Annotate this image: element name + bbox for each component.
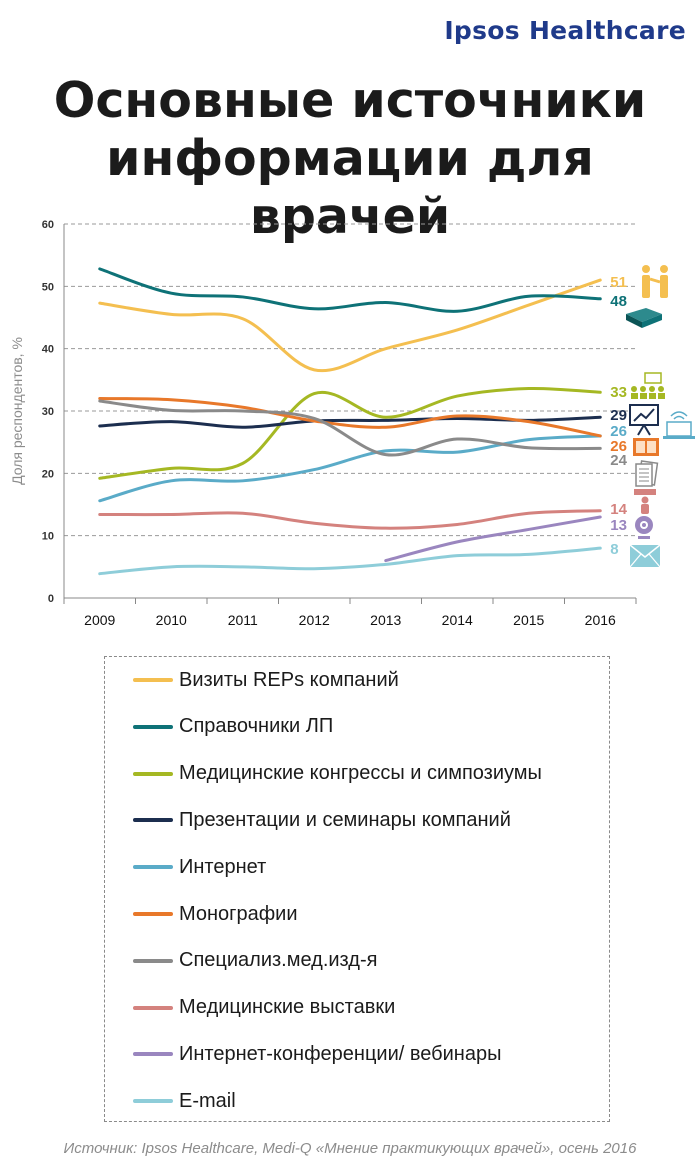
presentation-icon [629,404,659,436]
y-axis-title: Доля респондентов, % [9,337,25,485]
end-value-label: 29 [610,407,627,424]
page-title: Основные источники информации для врачей [0,72,700,246]
end-value-label: 13 [610,517,627,534]
brand-logo: Ipsos Healthcare [444,16,686,45]
legend-item: Презентации и семинары компаний [133,805,511,835]
series-line [98,267,602,313]
webcam-icon [635,516,653,539]
x-tick-label: 2013 [370,612,401,628]
legend-swatch [133,865,173,870]
open-book-icon [633,438,659,456]
book-icon [626,308,662,328]
legend-label: Интернет [179,855,267,878]
legend-swatch [133,1099,173,1104]
legend-item: Визиты REPs компаний [133,665,399,695]
end-value-label: 24 [610,452,627,469]
end-value-label: 8 [610,541,618,558]
legend-label: Интернет-конференции/ вебинары [179,1042,502,1065]
x-tick-label: 2010 [156,612,187,628]
legend-label: Презентации и семинары компаний [179,808,511,831]
source-note: Источник: Ipsos Healthcare, Medi-Q «Мнен… [63,1140,637,1157]
x-tick-label: 2009 [84,612,115,628]
legend-item: Справочники ЛП [133,712,333,742]
y-tick-label: 30 [42,406,54,418]
title-line-1: Основные источники [53,72,647,129]
exhibition-icon [634,489,656,514]
end-value-label: 33 [610,384,627,401]
series-line [98,546,602,576]
legend-label: Визиты REPs компаний [179,668,399,691]
x-tick-label: 2014 [442,612,473,628]
legend-label: Медицинские конгрессы и симпозиумы [179,762,542,785]
legend-label: Справочники ЛП [179,715,334,738]
x-tick-label: 2012 [299,612,330,628]
line-chart: 0 10 20 30 40 50 60 2009 2010 2011 2012 2013 2014 201… [9,219,695,628]
series-line [98,434,602,503]
legend-swatch [133,818,173,823]
legend-item: E-mail [133,1086,236,1116]
legend-item: Медицинские выставки [133,993,395,1023]
end-value-label: 48 [610,293,627,310]
series-line [98,509,602,530]
series-line [98,399,602,457]
end-value-label: 51 [610,274,627,291]
legend-swatch [133,1052,173,1057]
chart-legend: Визиты REPs компаний Справочники ЛП Медици… [104,656,610,1122]
legend-swatch [133,1005,173,1010]
legend-swatch [133,678,173,682]
legend-swatch [133,958,173,963]
x-tick-label: 2015 [513,612,544,628]
y-tick-label: 50 [42,281,54,293]
y-tick-label: 60 [42,219,54,231]
end-value-label: 26 [610,423,627,440]
legend-label: E-mail [179,1089,236,1112]
handshake-icon [642,265,668,298]
envelope-icon [629,544,661,568]
series-line [98,397,602,438]
legend-item: Специализ.мед.изд-я [133,946,377,976]
legend-item: Интернет [133,852,266,882]
end-value-label: 14 [610,501,627,518]
legend-item: Монографии [133,899,298,929]
y-tick-label: 20 [42,468,54,480]
audience-icon [631,372,665,399]
legend-item: Медицинские конгрессы и симпозиумы [133,759,542,789]
laptop-wifi-icon [663,411,695,439]
legend-item: Интернет-конференции/ вебинары [133,1039,501,1069]
magazine-icon [635,460,659,487]
legend-swatch [133,912,173,916]
y-tick-label: 10 [42,531,54,543]
y-tick-label: 0 [48,593,54,605]
title-line-2: информации для врачей [106,130,594,245]
x-tick-label: 2011 [228,612,258,628]
end-value-label: 26 [610,438,627,455]
series-line [384,515,602,563]
legend-label: Медицинские выставки [179,996,396,1019]
x-tick-label: 2016 [585,612,616,628]
legend-swatch [133,724,173,729]
series-line [98,278,602,373]
series-line [98,387,602,480]
y-tick-label: 40 [42,344,54,356]
legend-label: Специализ.мед.изд-я [179,949,378,972]
legend-label: Монографии [179,902,298,925]
legend-swatch [133,771,173,776]
